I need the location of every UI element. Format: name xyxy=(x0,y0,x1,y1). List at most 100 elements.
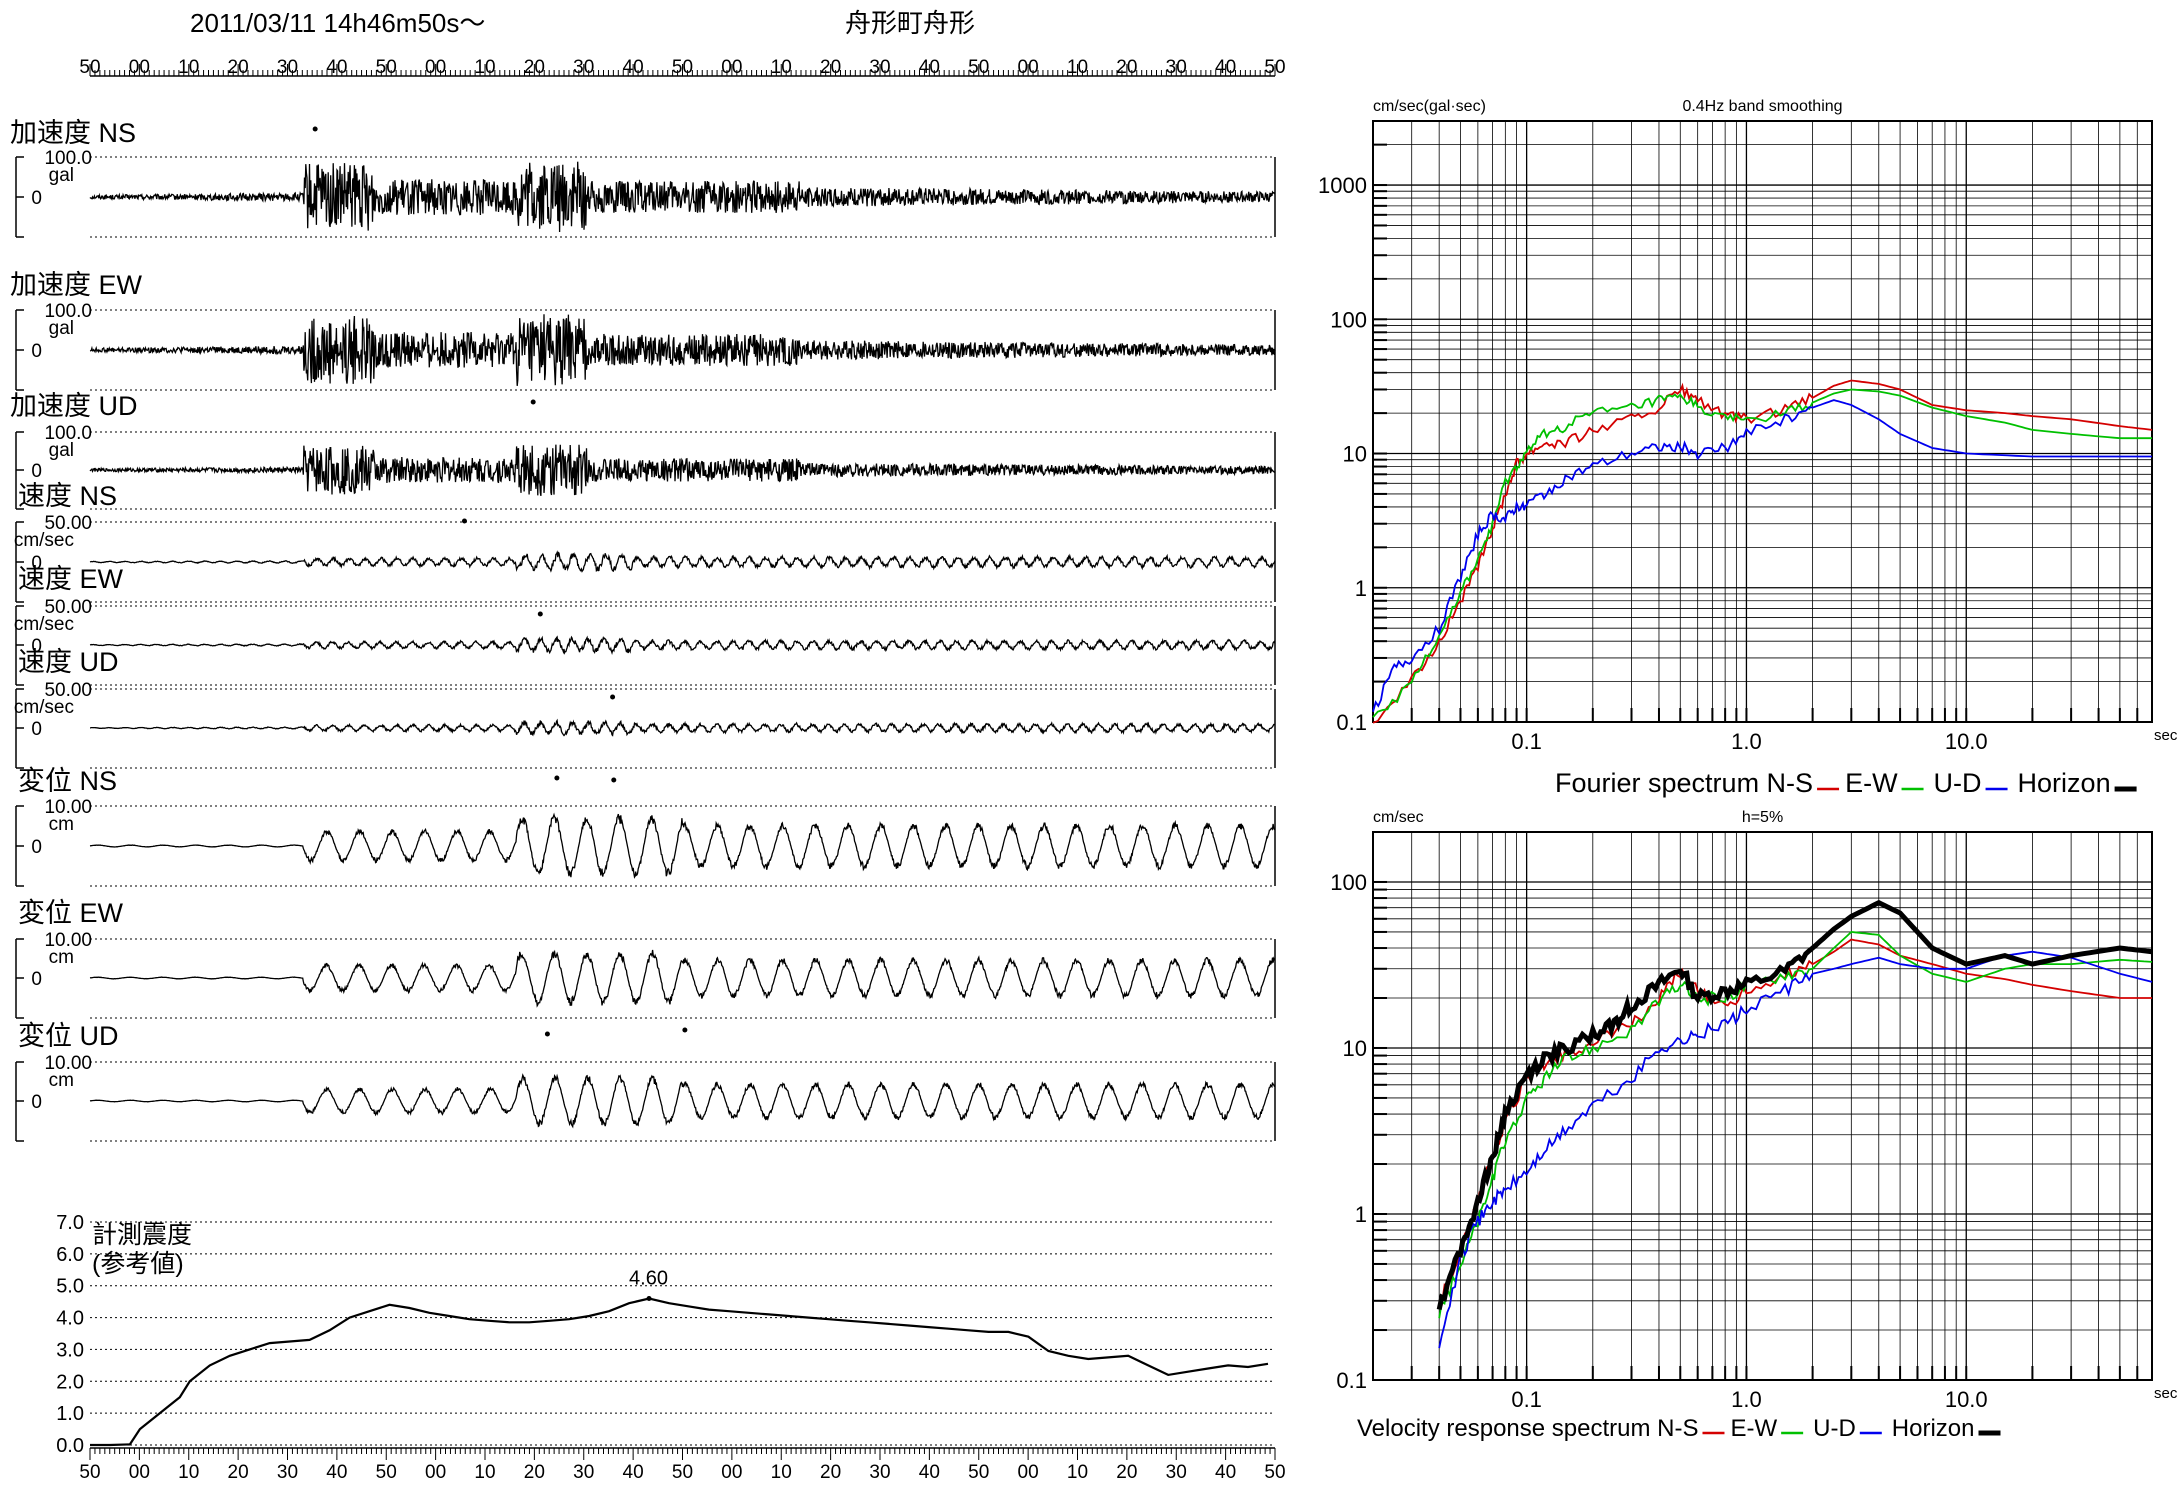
spectrum-x-tick-label: 1.0 xyxy=(1731,729,1762,754)
waveform-label: 速度 EW xyxy=(18,564,124,594)
time-tick-label: 30 xyxy=(277,1462,298,1483)
peak-marker xyxy=(530,399,536,405)
time-tick-label: 40 xyxy=(1215,57,1236,78)
scale-zero: 0 xyxy=(31,188,42,209)
spectrum-legend-title: Fourier spectrum N-S xyxy=(1555,768,1813,798)
waveform-trace xyxy=(89,812,1275,879)
waveform-trace xyxy=(90,718,1276,737)
waveform-trace xyxy=(89,949,1275,1008)
scale-zero: 0 xyxy=(31,553,42,574)
scale-top-value: 100.0 xyxy=(44,148,92,169)
waveform-trace xyxy=(89,550,1276,573)
station-name: 舟形町舟形 xyxy=(845,8,975,38)
spectrum-y-tick-label: 10 xyxy=(1343,442,1367,467)
spectrum-series-line xyxy=(1438,930,2153,1319)
intensity-tick-label: 7.0 xyxy=(56,1212,84,1234)
time-tick-label: 50 xyxy=(968,1462,989,1483)
scale-zero: 0 xyxy=(31,636,42,657)
intensity-tick-label: 2.0 xyxy=(56,1371,84,1393)
time-tick-label: 30 xyxy=(277,57,298,78)
time-axis: 50 00 10 20 30 40 50 00 10 20 30 40 50 00 10 20 30 40 50 00… xyxy=(79,1447,1286,1483)
spectrum-x-label: sec xyxy=(2154,1385,2178,1402)
time-tick-label: 30 xyxy=(869,1462,890,1483)
time-axis: 50 00 10 20 30 40 50 00 10 20 30 40 50 00 10 20 30 40 50 00… xyxy=(79,57,1285,78)
time-tick-label: 10 xyxy=(178,57,199,78)
scale-zero: 0 xyxy=(31,719,42,740)
waveform-label: 速度 NS xyxy=(18,481,117,511)
time-tick-label: 00 xyxy=(425,1462,446,1483)
waveform-label: 変位 UD xyxy=(18,1021,119,1051)
time-tick-label: 40 xyxy=(623,1462,644,1483)
time-tick-label: 00 xyxy=(129,1462,150,1483)
waveform-label: 変位 NS xyxy=(18,766,117,796)
peak-marker xyxy=(611,777,617,783)
time-tick-label: 50 xyxy=(672,1462,693,1483)
spectrum-series-line xyxy=(1372,379,2153,724)
waveform-trace xyxy=(89,161,1276,233)
legend-item-label: Horizon xyxy=(2018,768,2111,798)
time-tick-label: 20 xyxy=(1116,57,1137,78)
spectrum-title: h=5% xyxy=(1742,809,1783,826)
scale-top-value: 50.00 xyxy=(44,513,92,534)
intensity-peak-marker xyxy=(646,1295,652,1301)
time-tick-label: 10 xyxy=(474,1462,495,1483)
scale-unit: cm xyxy=(49,814,74,835)
spectrum-series-line xyxy=(1436,899,2153,1311)
waveform-label: 加速度 EW xyxy=(10,270,143,300)
scale-top-value: 10.00 xyxy=(44,797,92,818)
spectrum-y-tick-label: 0.1 xyxy=(1336,1368,1367,1393)
time-tick-label: 30 xyxy=(573,1462,594,1483)
scale-top-value: 10.00 xyxy=(44,1053,92,1074)
intensity-title: 計測震度 xyxy=(92,1221,192,1249)
time-tick-label: 50 xyxy=(968,57,989,78)
scale-unit: gal xyxy=(49,440,74,461)
scale-unit: cm xyxy=(49,1070,74,1091)
time-tick-label: 20 xyxy=(1116,1462,1137,1483)
time-tick-label: 40 xyxy=(919,1462,940,1483)
intensity-tick-label: 6.0 xyxy=(56,1244,84,1266)
time-tick-label: 20 xyxy=(524,57,545,78)
spectrum-y-tick-label: 1 xyxy=(1355,1202,1367,1227)
time-tick-label: 10 xyxy=(771,1462,792,1483)
waveform-trace xyxy=(89,444,1275,497)
spectrum-y-label: cm/sec(gal·sec) xyxy=(1373,98,1486,115)
time-tick-label: 30 xyxy=(1166,1462,1187,1483)
legend-item-label: E-W xyxy=(1730,1415,1777,1442)
legend-item-label: U-D xyxy=(1934,768,1982,798)
event-datetime: 2011/03/11 14h46m50s～ xyxy=(190,8,485,38)
waveform-label: 加速度 UD xyxy=(10,391,138,421)
time-tick-label: 00 xyxy=(1018,57,1039,78)
scale-unit: cm/sec xyxy=(14,614,74,635)
peak-marker xyxy=(610,694,616,700)
spectrum-y-label: cm/sec xyxy=(1373,809,1424,826)
intensity-tick-label: 4.0 xyxy=(56,1308,84,1330)
spectrum-x-tick-label: 10.0 xyxy=(1945,729,1988,754)
scale-top-value: 100.0 xyxy=(44,301,92,322)
time-tick-label: 20 xyxy=(820,1462,841,1483)
time-tick-label: 50 xyxy=(376,57,397,78)
spectrum-x-label: sec xyxy=(2154,727,2178,744)
legend-item-label: Horizon xyxy=(1892,1415,1975,1442)
spectrum-x-tick-label: 1.0 xyxy=(1731,1387,1762,1412)
spectrum-series-line xyxy=(1372,399,2152,713)
time-tick-label: 30 xyxy=(1166,57,1187,78)
scale-zero: 0 xyxy=(31,1092,42,1113)
time-tick-label: 10 xyxy=(178,1462,199,1483)
time-tick-label: 50 xyxy=(79,1462,100,1483)
intensity-tick-label: 1.0 xyxy=(56,1403,84,1425)
intensity-line xyxy=(90,1297,1269,1447)
legend-item-label: U-D xyxy=(1813,1415,1856,1442)
spectrum-y-tick-label: 0.1 xyxy=(1336,710,1367,735)
time-tick-label: 50 xyxy=(1264,57,1285,78)
spectrum-legend-title: Velocity response spectrum N-S xyxy=(1357,1415,1698,1442)
spectrum-frame xyxy=(1372,120,2153,723)
waveform-label: 変位 EW xyxy=(18,898,124,928)
time-tick-label: 20 xyxy=(228,1462,249,1483)
peak-marker xyxy=(682,1027,688,1033)
